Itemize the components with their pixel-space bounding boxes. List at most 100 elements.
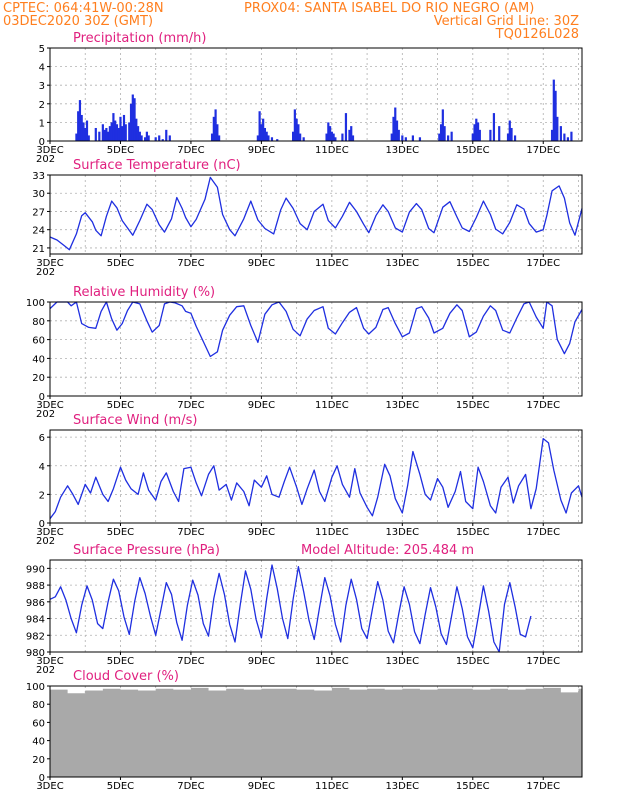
precip-bar (328, 126, 332, 141)
precip-bar (216, 124, 219, 141)
precip-bar (165, 129, 168, 141)
y-tick-label: 0 (39, 392, 45, 403)
x-tick-label: 5DEC (107, 145, 134, 156)
precip-bar (262, 118, 265, 141)
panel-frame (49, 559, 583, 653)
precip-bar (87, 135, 90, 141)
precip-bar (325, 133, 328, 141)
x-tick-label: 3DEC (36, 781, 63, 792)
precip-bar (556, 116, 559, 141)
x-tick-label: 11DEC (315, 400, 349, 411)
precip-bar (276, 139, 279, 141)
precip-bar (256, 135, 259, 141)
precip-bar (559, 126, 562, 141)
x-tick-label: 13DEC (385, 527, 419, 538)
precip-bar (161, 139, 164, 141)
y-tick-label: 986 (26, 598, 45, 609)
y-tick-label: 20 (32, 373, 45, 384)
precip-bar (332, 133, 335, 141)
cloud-cover-area (50, 687, 582, 777)
precip-bar (344, 113, 348, 141)
precip-bar (80, 114, 83, 141)
series-line (49, 564, 532, 653)
precip-bar (122, 114, 126, 141)
precip-bar (135, 118, 138, 141)
x-tick-label: 7DEC (177, 400, 204, 411)
panel-frame (49, 47, 583, 142)
y-tick-label: 40 (32, 737, 45, 748)
x-tick-label: 15DEC (456, 656, 490, 667)
header-grid-note: Vertical Grid Line: 30Z (434, 14, 579, 29)
year-label: 202 (36, 267, 55, 278)
y-tick-label: 60 (32, 718, 45, 729)
x-tick-label: 11DEC (315, 145, 349, 156)
x-tick-label: 11DEC (315, 527, 349, 538)
y-tick-label: 980 (26, 648, 45, 659)
x-tick-label: 13DEC (385, 400, 419, 411)
panel-3: Relative Humidity (%) 0 20 40 60 80 100 3DEC 5DE… (26, 285, 583, 420)
precip-bar (107, 131, 110, 141)
x-tick-label: 7DEC (177, 258, 204, 269)
x-tick-label: 9DEC (248, 145, 275, 156)
precip-bar (84, 127, 87, 141)
precip-bar (291, 131, 295, 141)
precip-bar (450, 131, 453, 141)
precip-bar (397, 129, 400, 141)
y-tick-label: 990 (26, 564, 45, 575)
y-tick-label: 982 (26, 631, 45, 642)
year-label: 202 (36, 665, 55, 676)
header-station: PROX04: SANTA ISABEL DO RIO NEGRO (AM) (244, 1, 534, 16)
y-tick-label: 0 (39, 773, 45, 784)
x-tick-label: 11DEC (315, 781, 349, 792)
precip-bar (267, 135, 270, 141)
x-tick-label: 7DEC (177, 656, 204, 667)
precip-bar (129, 103, 133, 141)
header: CPTEC: 064:41W-00:28N PROX04: SANTA ISAB… (3, 1, 579, 42)
precip-bar (566, 137, 570, 141)
x-tick-label: 7DEC (177, 145, 204, 156)
y-tick-label: 6 (39, 433, 45, 444)
x-tick-label: 11DEC (315, 258, 349, 269)
precip-bar (392, 116, 395, 141)
precip-bar (154, 137, 157, 141)
panel-title: Surface Temperature (nC) (73, 158, 241, 173)
precip-bar (210, 133, 214, 141)
precip-bar (85, 120, 89, 141)
y-tick-label: 100 (26, 298, 45, 309)
y-tick-label: 60 (32, 336, 45, 347)
x-tick-label: 3DEC (36, 258, 63, 269)
y-tick-label: 5 (39, 44, 45, 55)
x-tick-label: 5DEC (107, 400, 134, 411)
precip-bar (297, 124, 300, 141)
year-label: 202 (36, 154, 55, 165)
precip-bar (105, 127, 108, 141)
precip-bar (114, 120, 117, 141)
precip-bar (351, 135, 355, 141)
panel-1: Precipitation (mm/h) 0 1 2 3 4 5 3DEC 5DEC 7DEC 9D… (36, 31, 583, 165)
precip-bar (214, 109, 217, 141)
precip-bar (110, 122, 113, 141)
precip-bar (489, 129, 492, 141)
series-line (49, 301, 583, 358)
precip-bar (348, 129, 351, 141)
panel-title: Cloud Cover (%) (73, 669, 179, 684)
y-tick-label: 4 (39, 63, 45, 74)
y-tick-label: 4 (39, 462, 45, 473)
precip-bar (302, 137, 305, 141)
precip-bar (390, 133, 393, 141)
precip-bar (138, 131, 141, 141)
x-tick-label: 11DEC (315, 656, 349, 667)
precip-bar (263, 127, 267, 141)
x-tick-label: 13DEC (385, 781, 419, 792)
precip-bar (299, 133, 302, 141)
precip-bar (404, 137, 407, 141)
precip-bar (94, 127, 97, 141)
y-tick-label: 3 (39, 81, 45, 92)
year-label: 202 (36, 409, 55, 420)
panel-title: Surface Pressure (hPa) (73, 543, 220, 558)
precip-bar (395, 120, 399, 141)
y-tick-label: 0 (39, 519, 45, 530)
y-tick-label: 0 (39, 137, 45, 148)
precip-bar (147, 135, 150, 141)
